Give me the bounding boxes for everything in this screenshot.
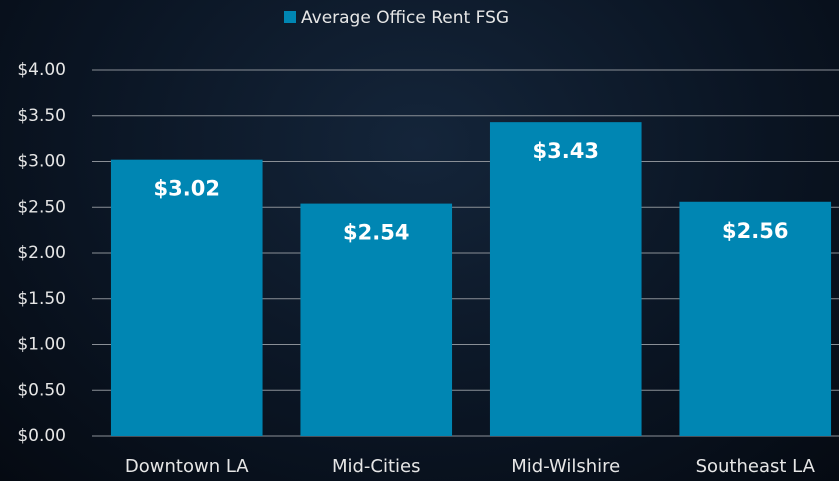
- y-tick-label: $2.50: [17, 197, 66, 217]
- legend-label: Average Office Rent FSG: [301, 8, 509, 28]
- x-tick-label: Downtown LA: [125, 456, 249, 477]
- legend-swatch: [284, 11, 296, 23]
- y-tick-label: $3.50: [17, 106, 66, 126]
- bar: [489, 122, 642, 436]
- data-label: $3.43: [533, 139, 599, 163]
- bar: [679, 201, 832, 436]
- data-label: $3.02: [154, 177, 220, 201]
- y-tick-label: $4.00: [17, 60, 66, 80]
- y-tick-label: $3.00: [17, 152, 66, 172]
- bar: [110, 159, 263, 437]
- bar: [300, 203, 453, 436]
- x-tick-label: Mid-Cities: [332, 456, 421, 477]
- y-tick-label: $2.00: [17, 243, 66, 263]
- y-tick-label: $1.00: [17, 335, 66, 355]
- y-tick-label: $1.50: [17, 289, 66, 309]
- y-tick-label: $0.50: [17, 380, 66, 400]
- data-label: $2.56: [722, 219, 788, 243]
- y-tick-label: $0.00: [17, 426, 66, 446]
- data-label: $2.54: [343, 221, 409, 245]
- x-tick-label: Southeast LA: [696, 456, 816, 477]
- x-tick-label: Mid-Wilshire: [511, 456, 620, 477]
